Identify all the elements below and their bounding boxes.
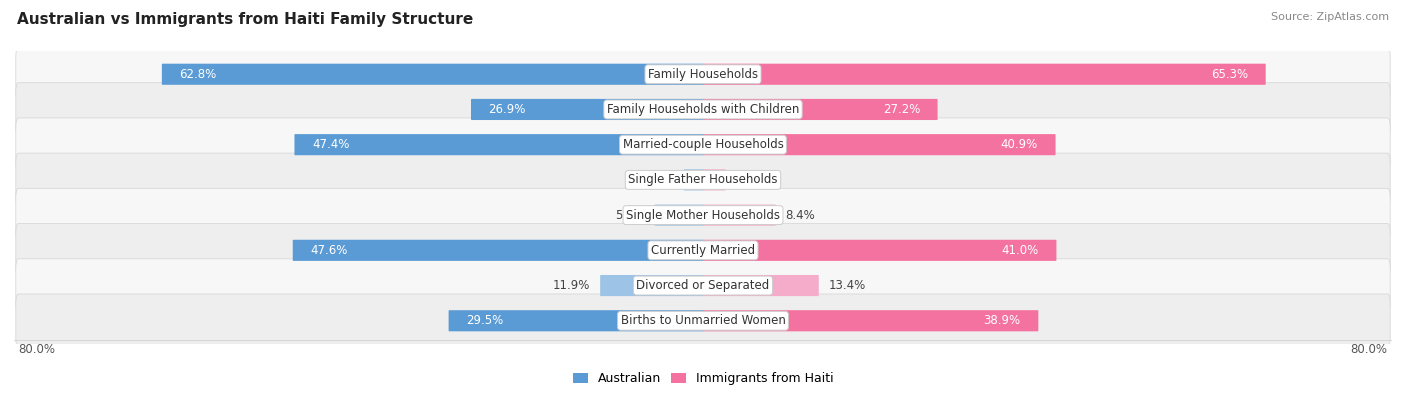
FancyBboxPatch shape [703,275,818,296]
FancyBboxPatch shape [15,188,1391,242]
FancyBboxPatch shape [471,99,703,120]
Text: Married-couple Households: Married-couple Households [623,138,783,151]
FancyBboxPatch shape [703,64,1265,85]
Text: 80.0%: 80.0% [18,343,55,356]
FancyBboxPatch shape [15,224,1391,277]
Text: Family Households with Children: Family Households with Children [607,103,799,116]
FancyBboxPatch shape [15,47,1391,101]
FancyBboxPatch shape [703,240,1056,261]
FancyBboxPatch shape [703,310,1039,331]
Text: 27.2%: 27.2% [883,103,920,116]
Text: 29.5%: 29.5% [467,314,503,327]
FancyBboxPatch shape [15,259,1391,312]
Text: 2.6%: 2.6% [735,173,766,186]
Text: Australian vs Immigrants from Haiti Family Structure: Australian vs Immigrants from Haiti Fami… [17,12,474,27]
Legend: Australian, Immigrants from Haiti: Australian, Immigrants from Haiti [568,367,838,390]
Text: Single Father Households: Single Father Households [628,173,778,186]
FancyBboxPatch shape [294,134,703,155]
Text: 47.6%: 47.6% [311,244,347,257]
FancyBboxPatch shape [15,83,1391,136]
FancyBboxPatch shape [15,294,1391,348]
Text: Births to Unmarried Women: Births to Unmarried Women [620,314,786,327]
Text: 11.9%: 11.9% [553,279,591,292]
Text: 65.3%: 65.3% [1211,68,1249,81]
FancyBboxPatch shape [292,240,703,261]
FancyBboxPatch shape [449,310,703,331]
FancyBboxPatch shape [600,275,703,296]
FancyBboxPatch shape [15,118,1391,171]
Text: 13.4%: 13.4% [828,279,866,292]
Text: 47.4%: 47.4% [312,138,350,151]
Text: Currently Married: Currently Married [651,244,755,257]
FancyBboxPatch shape [15,153,1391,207]
Text: Divorced or Separated: Divorced or Separated [637,279,769,292]
Text: 2.2%: 2.2% [644,173,673,186]
Text: 26.9%: 26.9% [488,103,526,116]
FancyBboxPatch shape [703,99,938,120]
Text: 80.0%: 80.0% [1351,343,1388,356]
Text: 40.9%: 40.9% [1001,138,1038,151]
Text: Source: ZipAtlas.com: Source: ZipAtlas.com [1271,12,1389,22]
Text: 5.6%: 5.6% [614,209,644,222]
Text: 38.9%: 38.9% [984,314,1021,327]
Text: 8.4%: 8.4% [786,209,815,222]
FancyBboxPatch shape [703,134,1056,155]
Text: Family Households: Family Households [648,68,758,81]
FancyBboxPatch shape [654,205,703,226]
FancyBboxPatch shape [683,169,703,190]
FancyBboxPatch shape [162,64,703,85]
Text: 41.0%: 41.0% [1001,244,1039,257]
FancyBboxPatch shape [703,205,776,226]
Text: Single Mother Households: Single Mother Households [626,209,780,222]
FancyBboxPatch shape [703,169,725,190]
Text: 62.8%: 62.8% [180,68,217,81]
